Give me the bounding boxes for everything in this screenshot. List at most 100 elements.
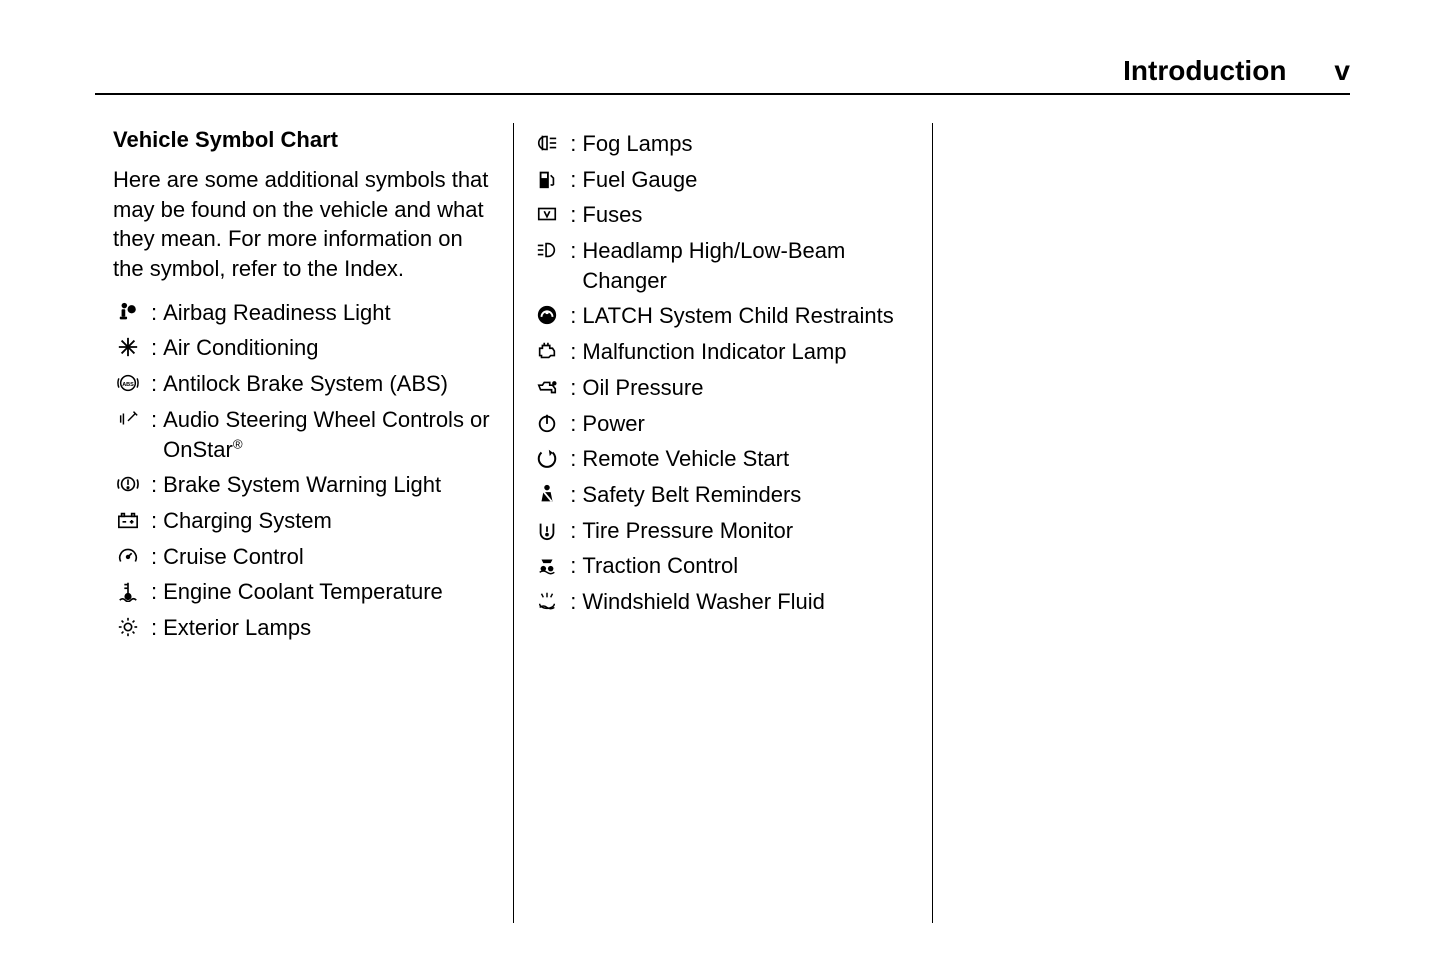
symbol-item: : Headlamp High/Low-Beam Changer (532, 236, 913, 295)
column-3 (932, 123, 1350, 923)
charging-icon (113, 506, 143, 536)
fuses-icon (532, 200, 562, 230)
tire-pressure-icon (532, 516, 562, 546)
symbol-label: Oil Pressure (582, 373, 913, 403)
intro-paragraph: Here are some additional symbols that ma… (113, 165, 495, 284)
symbol-item: ABS : Antilock Brake System (ABS) (113, 369, 495, 399)
symbol-list-col2: : Fog Lamps : Fuel Gauge : Fuses (532, 129, 913, 617)
symbol-item: : Power (532, 409, 913, 439)
separator: : (151, 577, 157, 607)
symbol-label: Remote Vehicle Start (582, 444, 913, 474)
symbol-label: Fuel Gauge (582, 165, 913, 195)
symbol-item: : Cruise Control (113, 542, 495, 572)
washer-fluid-icon (532, 587, 562, 617)
separator: : (570, 236, 576, 266)
separator: : (151, 369, 157, 399)
remote-start-icon (532, 444, 562, 474)
symbol-label: Audio Steering Wheel Controls or OnStar® (163, 405, 495, 464)
separator: : (151, 405, 157, 435)
audio-steering-icon (113, 405, 143, 435)
symbol-label: Exterior Lamps (163, 613, 495, 643)
symbol-item: : Oil Pressure (532, 373, 913, 403)
symbol-label: Air Conditioning (163, 333, 495, 363)
symbol-item: : Windshield Washer Fluid (532, 587, 913, 617)
oil-pressure-icon (532, 373, 562, 403)
separator: : (151, 470, 157, 500)
symbol-label: Cruise Control (163, 542, 495, 572)
symbol-item: : Airbag Readiness Light (113, 298, 495, 328)
symbol-label: Malfunction Indicator Lamp (582, 337, 913, 367)
fog-lamps-icon (532, 129, 562, 159)
separator: : (570, 409, 576, 439)
column-1: Vehicle Symbol Chart Here are some addit… (95, 123, 513, 923)
symbol-item: : LATCH System Child Restraints (532, 301, 913, 331)
power-icon (532, 409, 562, 439)
symbol-label: Power (582, 409, 913, 439)
separator: : (151, 298, 157, 328)
content-columns: Vehicle Symbol Chart Here are some addit… (95, 123, 1350, 923)
symbol-item: : Remote Vehicle Start (532, 444, 913, 474)
symbol-item: : Fuses (532, 200, 913, 230)
symbol-item: : Brake System Warning Light (113, 470, 495, 500)
symbol-label: Headlamp High/Low-Beam Changer (582, 236, 913, 295)
symbol-label: Traction Control (582, 551, 913, 581)
cruise-icon (113, 542, 143, 572)
separator: : (570, 444, 576, 474)
separator: : (570, 516, 576, 546)
separator: : (151, 506, 157, 536)
symbol-label: Windshield Washer Fluid (582, 587, 913, 617)
chart-title: Vehicle Symbol Chart (113, 127, 495, 153)
symbol-label: Brake System Warning Light (163, 470, 495, 500)
symbol-label: Airbag Readiness Light (163, 298, 495, 328)
symbol-item: : Fuel Gauge (532, 165, 913, 195)
symbol-item: : Charging System (113, 506, 495, 536)
symbol-item: : Traction Control (532, 551, 913, 581)
symbol-label: Charging System (163, 506, 495, 536)
symbol-list-col1: : Airbag Readiness Light : Air Condition… (113, 298, 495, 643)
symbol-label: Fuses (582, 200, 913, 230)
separator: : (151, 613, 157, 643)
symbol-item: : Tire Pressure Monitor (532, 516, 913, 546)
exterior-lamps-icon (113, 613, 143, 643)
symbol-item: : Malfunction Indicator Lamp (532, 337, 913, 367)
fuel-gauge-icon (532, 165, 562, 195)
column-2: : Fog Lamps : Fuel Gauge : Fuses (513, 123, 931, 923)
ac-icon (113, 333, 143, 363)
symbol-label: LATCH System Child Restraints (582, 301, 913, 331)
symbol-label: Safety Belt Reminders (582, 480, 913, 510)
separator: : (570, 301, 576, 331)
svg-text:ABS: ABS (122, 382, 134, 388)
malfunction-icon (532, 337, 562, 367)
latch-icon (532, 301, 562, 331)
separator: : (570, 551, 576, 581)
traction-icon (532, 551, 562, 581)
header-section-title: Introduction (1123, 55, 1286, 87)
coolant-temp-icon (113, 577, 143, 607)
separator: : (570, 337, 576, 367)
separator: : (570, 200, 576, 230)
symbol-label: Antilock Brake System (ABS) (163, 369, 495, 399)
symbol-item: : Engine Coolant Temperature (113, 577, 495, 607)
brake-warning-icon (113, 470, 143, 500)
separator: : (570, 587, 576, 617)
symbol-item: : Fog Lamps (532, 129, 913, 159)
separator: : (570, 165, 576, 195)
seatbelt-icon (532, 480, 562, 510)
symbol-item: : Air Conditioning (113, 333, 495, 363)
symbol-item: : Audio Steering Wheel Controls or OnSta… (113, 405, 495, 464)
symbol-item: : Safety Belt Reminders (532, 480, 913, 510)
headlamp-icon (532, 236, 562, 266)
separator: : (151, 542, 157, 572)
separator: : (570, 129, 576, 159)
symbol-label: Fog Lamps (582, 129, 913, 159)
header-page-number: v (1334, 55, 1350, 87)
document-page: Introduction v Vehicle Symbol Chart Here… (0, 0, 1445, 965)
separator: : (570, 480, 576, 510)
symbol-label: Tire Pressure Monitor (582, 516, 913, 546)
abs-icon: ABS (113, 369, 143, 399)
symbol-item: : Exterior Lamps (113, 613, 495, 643)
separator: : (151, 333, 157, 363)
symbol-label: Engine Coolant Temperature (163, 577, 495, 607)
page-header: Introduction v (95, 55, 1350, 95)
separator: : (570, 373, 576, 403)
